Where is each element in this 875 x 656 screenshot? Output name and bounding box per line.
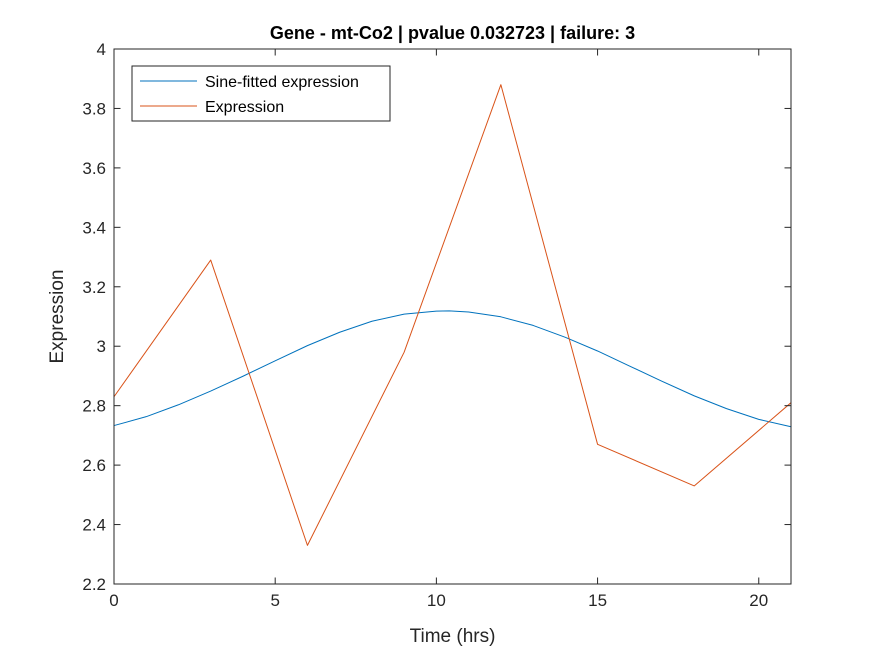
x-tick-label: 20 [749, 591, 768, 610]
y-tick-label: 3 [97, 337, 106, 356]
chart-title: Gene - mt-Co2 | pvalue 0.032723 | failur… [270, 23, 635, 43]
y-tick-label: 3.4 [82, 218, 106, 237]
series-line-0 [113, 310, 792, 428]
legend: Sine-fitted expression Expression [131, 65, 391, 122]
legend-entry-sine-fitted: Sine-fitted expression [205, 74, 359, 91]
legend-entry-expression: Expression [205, 99, 284, 116]
y-tick-label: 3.8 [82, 99, 106, 118]
y-tick-label: 2.4 [82, 516, 106, 535]
y-tick-label: 2.6 [82, 456, 106, 475]
y-tick-label: 2.8 [82, 397, 106, 416]
plot-area [114, 49, 791, 584]
ticks-layer: 0 5 10 15 20 2.2 2.4 2.6 2.8 3 3.2 3.4 3.6 3.8 4 [82, 40, 791, 610]
series-line-1 [113, 84, 792, 546]
x-tick-label: 5 [270, 591, 279, 610]
x-axis-label: Time (hrs) [410, 626, 496, 647]
x-tick-label: 10 [427, 591, 446, 610]
y-axis-label: Expression [47, 270, 68, 364]
x-tick-label: 0 [109, 591, 118, 610]
series-layer [113, 84, 792, 546]
x-tick-label: 15 [588, 591, 607, 610]
axes-box [113, 48, 792, 585]
y-tick-label: 2.2 [82, 575, 106, 594]
legend-box [131, 65, 391, 122]
y-tick-label: 3.2 [82, 278, 106, 297]
y-tick-label: 3.6 [82, 159, 106, 178]
y-tick-label: 4 [97, 40, 106, 59]
